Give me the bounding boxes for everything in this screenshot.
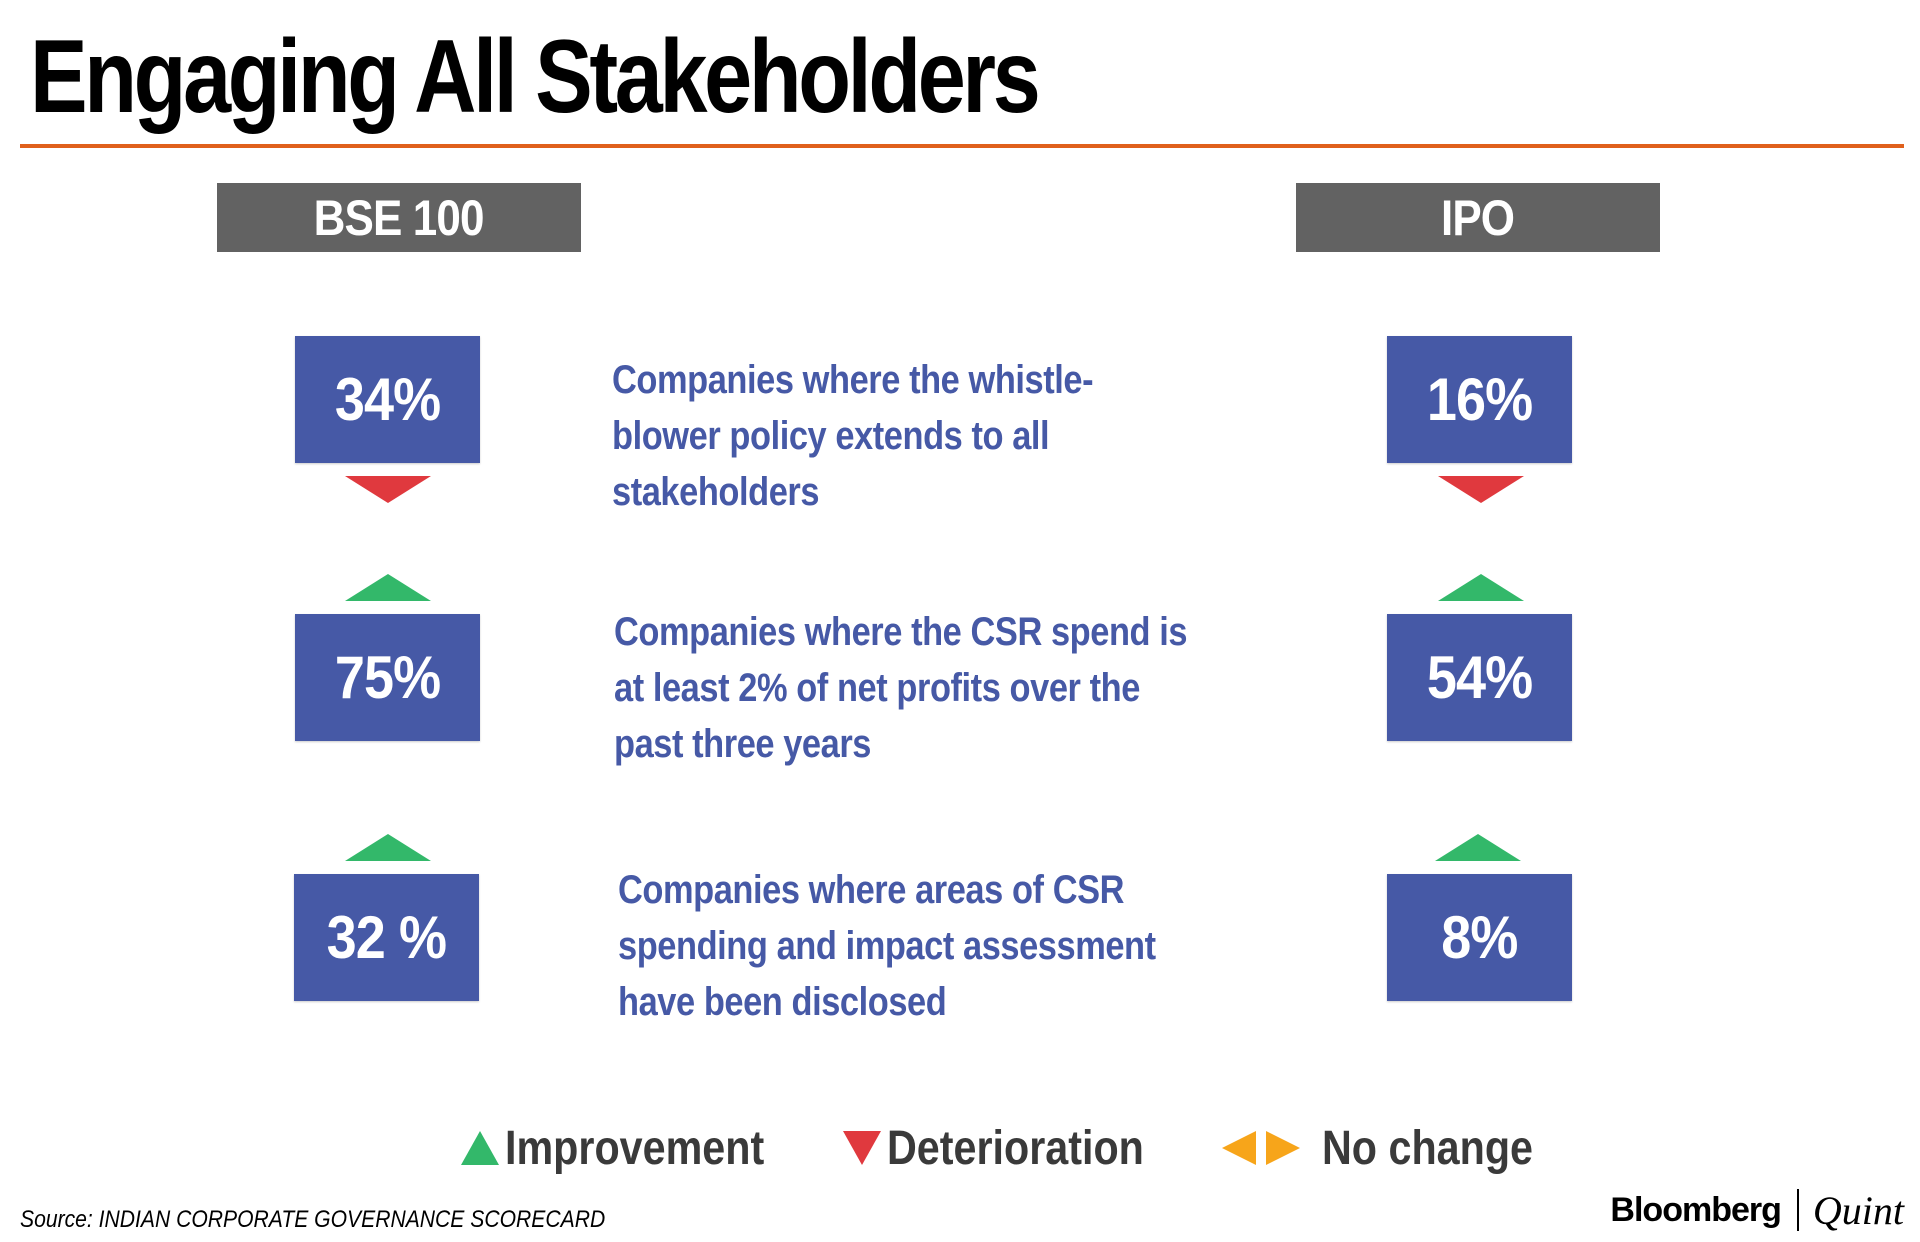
ipo-value-row1: 16% [1387,336,1572,463]
ipo-value-row3-text: 8% [1441,904,1518,971]
row3-description: Companies where areas of CSR spending an… [618,868,1156,1024]
bse100-value-row3-text: 32 % [326,904,447,971]
ipo-trend-row1-deterioration-icon [1438,476,1524,503]
brand-bloomberg-text: Bloomberg [1610,1190,1781,1229]
legend-down-triangle-icon [843,1131,881,1165]
legend-right-triangle-icon [1266,1131,1300,1165]
column-header-ipo: IPO [1296,183,1660,252]
bse100-trend-row2-improvement-icon [345,574,431,601]
bse100-value-row2: 75% [295,614,480,741]
ipo-trend-row2-improvement-icon [1438,574,1524,601]
legend-no-change-label: No change [1322,1121,1534,1175]
ipo-trend-row3-improvement-icon [1435,834,1521,861]
column-header-bse100-label: BSE 100 [314,189,485,246]
legend-improvement: Improvement [461,1118,806,1178]
brand-quint-text: Quint [1812,1187,1904,1233]
legend-deterioration: Deterioration [843,1118,1186,1178]
column-header-bse100: BSE 100 [217,183,581,252]
bse100-value-row3: 32 % [294,874,479,1001]
column-header-ipo-label: IPO [1441,189,1515,246]
ipo-value-row2-text: 54% [1426,644,1533,711]
chart-title: Engaging All Stakeholders [30,19,1041,135]
bse100-value-row1-text: 34% [334,366,441,433]
bse100-trend-row3-improvement-icon [345,834,431,861]
bse100-trend-row1-deterioration-icon [345,476,431,503]
brand-logo: Bloomberg Quint [1610,1186,1904,1234]
ipo-value-row1-text: 16% [1426,366,1533,433]
title-divider [20,144,1904,148]
bse100-value-row1: 34% [295,336,480,463]
source-note: Source: INDIAN CORPORATE GOVERNANCE SCOR… [20,1206,606,1233]
row2-description: Companies where the CSR spend is at leas… [614,610,1188,766]
ipo-value-row3: 8% [1387,874,1572,1001]
bse100-value-row2-text: 75% [334,644,441,711]
legend-improvement-label: Improvement [505,1121,765,1175]
legend-left-triangle-icon [1222,1131,1256,1165]
legend-no-change: No change [1222,1118,1567,1178]
legend-deterioration-label: Deterioration [887,1121,1144,1175]
row1-description: Companies where the whistle-blower polic… [612,358,1094,514]
legend-up-triangle-icon [461,1131,499,1165]
brand-separator [1796,1189,1799,1231]
ipo-value-row2: 54% [1387,614,1572,741]
